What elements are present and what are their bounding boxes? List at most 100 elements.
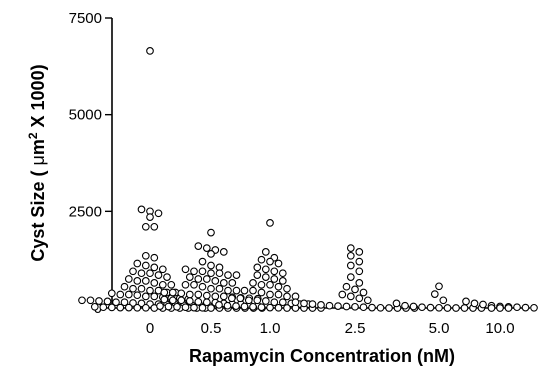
data-point (86, 296, 95, 305)
data-points (78, 47, 538, 312)
data-point (146, 269, 154, 278)
data-point (496, 304, 504, 312)
data-point (355, 248, 364, 256)
data-point (283, 292, 291, 301)
data-point (219, 292, 228, 301)
data-point (249, 302, 257, 311)
data-point (401, 301, 409, 310)
data-point (266, 303, 274, 312)
data-point (116, 290, 125, 299)
data-point (224, 286, 232, 295)
data-point (158, 265, 167, 274)
data-point (278, 269, 287, 278)
y-axis-title-mu: μ (28, 155, 48, 165)
data-point (359, 303, 368, 312)
data-point (116, 303, 125, 312)
y-axis-title-pre: Cyst Size ( (28, 166, 48, 262)
data-point (418, 303, 426, 312)
data-point (355, 294, 364, 303)
x-tick-label: 2.5 (345, 320, 366, 337)
data-point (78, 296, 86, 305)
data-point (300, 299, 308, 308)
data-point (207, 250, 215, 258)
data-point (124, 303, 133, 312)
data-point (346, 251, 355, 260)
data-point (435, 282, 443, 291)
data-point (261, 265, 270, 274)
data-point (249, 286, 257, 295)
data-point (355, 267, 364, 276)
data-point (240, 286, 249, 295)
data-point (342, 282, 351, 291)
data-point (227, 294, 236, 303)
data-point (207, 284, 215, 293)
data-point (270, 275, 279, 283)
data-point (185, 290, 194, 299)
data-point (177, 289, 186, 298)
data-point (215, 269, 224, 278)
data-point (274, 282, 283, 291)
x-tick-label: 1.0 (260, 320, 281, 337)
data-point (266, 290, 274, 299)
y-axis: 0250050007500 (69, 10, 113, 317)
data-point (154, 271, 163, 279)
data-point (207, 304, 215, 312)
data-point (156, 302, 164, 310)
data-point (261, 273, 270, 281)
data-point (426, 303, 435, 312)
data-point (185, 297, 194, 305)
data-point (266, 257, 274, 266)
data-point (167, 280, 176, 289)
data-point (346, 292, 355, 301)
data-point (351, 285, 359, 294)
data-point (133, 291, 142, 300)
y-axis-title-unit: m (28, 139, 48, 155)
data-point (392, 299, 401, 308)
data-point (120, 282, 129, 291)
y-tick-label: 5000 (69, 107, 102, 124)
data-point (261, 248, 270, 256)
data-point (452, 304, 460, 312)
data-point (236, 294, 245, 303)
data-point (219, 279, 228, 287)
data-point (185, 273, 194, 281)
data-point (173, 302, 181, 311)
data-point (223, 301, 232, 310)
data-point (346, 273, 355, 281)
data-point (129, 267, 137, 276)
data-point (141, 292, 150, 301)
data-point (355, 279, 364, 287)
data-point (133, 303, 142, 312)
y-axis-title-sup: 2 (26, 132, 40, 139)
data-point (479, 300, 487, 309)
data-point (198, 303, 207, 312)
data-point (120, 298, 129, 307)
data-point (355, 257, 364, 266)
data-point (107, 289, 116, 298)
data-point (211, 292, 220, 301)
data-point (257, 255, 266, 264)
data-point (342, 302, 351, 311)
data-point (207, 228, 215, 237)
data-point (244, 296, 253, 305)
data-point (376, 303, 385, 312)
data-point (198, 267, 207, 276)
data-point (181, 265, 190, 274)
data-point (278, 298, 287, 307)
data-point (177, 296, 186, 305)
data-point (133, 259, 142, 268)
data-point (150, 253, 159, 262)
data-point (146, 286, 154, 295)
data-point (513, 303, 521, 312)
data-point (141, 251, 150, 260)
data-point (274, 303, 283, 312)
data-point (462, 297, 470, 306)
data-point (160, 288, 169, 297)
data-point (146, 47, 154, 55)
data-point (90, 302, 99, 311)
data-point (202, 291, 211, 300)
data-point (141, 222, 150, 231)
data-point (308, 300, 317, 308)
data-point (253, 263, 262, 272)
